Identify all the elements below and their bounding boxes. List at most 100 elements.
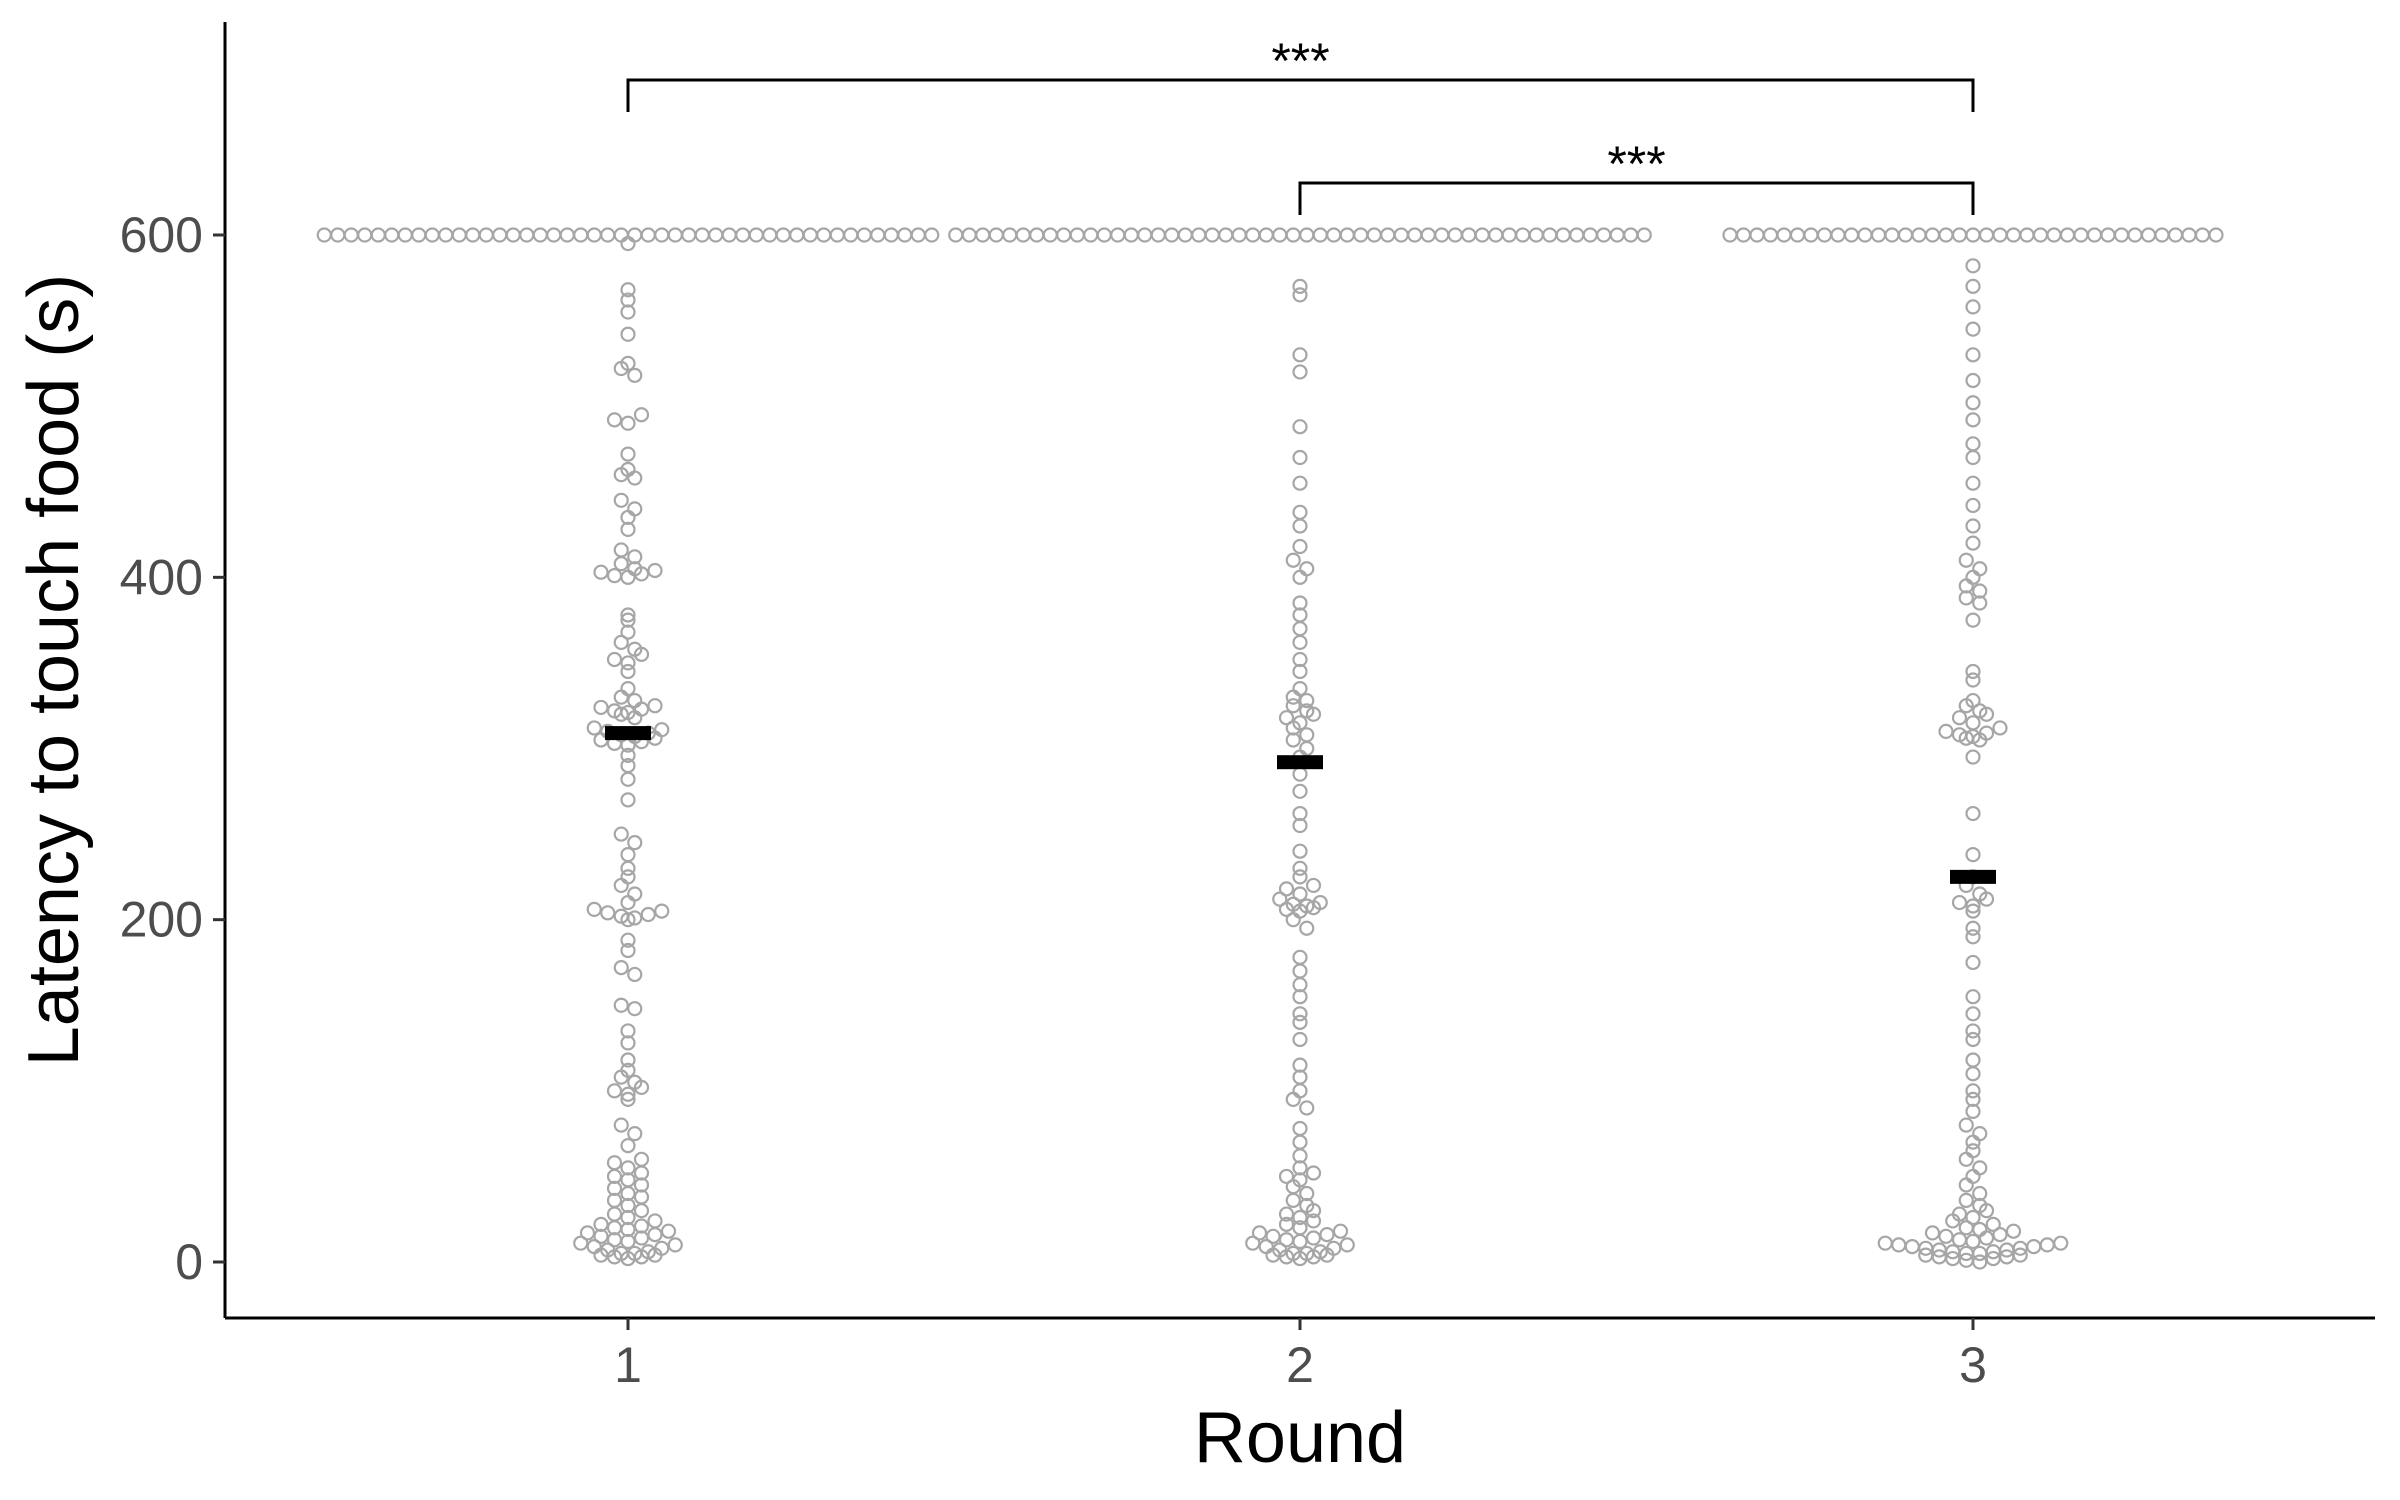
data-point <box>573 1235 589 1251</box>
data-point <box>1285 227 1301 243</box>
data-point <box>1958 1192 1974 1208</box>
data-point <box>1965 497 1981 514</box>
data-point <box>694 227 710 243</box>
data-point <box>660 1223 677 1239</box>
data-point <box>1965 1031 1981 1048</box>
data-point <box>620 860 636 876</box>
data-point <box>1305 1165 1322 1181</box>
data-point <box>627 367 643 383</box>
data-point <box>633 701 650 717</box>
data-point <box>1965 903 1981 919</box>
data-point <box>1096 227 1112 243</box>
data-point <box>1285 552 1301 568</box>
data-point <box>593 1247 609 1263</box>
data-point <box>2012 1247 2028 1263</box>
x-tick-label: 1 <box>614 1337 642 1393</box>
data-point <box>1407 227 1423 243</box>
data-point <box>613 360 629 377</box>
data-point <box>1830 227 1846 243</box>
data-point <box>465 227 481 243</box>
data-point <box>451 227 467 243</box>
data-point <box>1958 698 1974 714</box>
data-point <box>1292 843 1308 859</box>
data-point <box>613 689 629 705</box>
data-point <box>1965 518 1981 534</box>
data-point <box>1951 1232 1968 1248</box>
data-point <box>1978 891 1995 907</box>
data-point <box>1292 1083 1308 1099</box>
data-point <box>948 227 964 243</box>
data-point <box>1870 227 1887 243</box>
data-point <box>1272 227 1288 243</box>
data-point <box>1515 227 1531 243</box>
data-point <box>606 412 623 428</box>
data-point <box>1299 227 1315 243</box>
data-point <box>330 227 346 243</box>
data-point <box>1285 1192 1301 1208</box>
data-point <box>593 699 609 716</box>
data-point <box>2208 227 2224 243</box>
data-point <box>1965 805 1981 822</box>
data-point <box>1965 1066 1981 1082</box>
data-point <box>1965 372 1981 389</box>
data-point <box>681 227 697 243</box>
data-point <box>1292 364 1308 380</box>
data-point <box>1029 227 1045 243</box>
data-point <box>2100 227 2116 243</box>
data-point <box>1978 1230 1995 1246</box>
data-point <box>1965 1083 1981 1099</box>
data-point <box>1319 1227 1335 1243</box>
data-point <box>593 1228 609 1244</box>
data-point <box>924 227 940 243</box>
data-point <box>633 566 650 582</box>
data-point <box>1339 227 1355 243</box>
significance-label: *** <box>1607 136 1665 192</box>
data-point <box>1965 227 1981 243</box>
data-point <box>1299 1100 1315 1116</box>
data-point <box>2046 227 2062 243</box>
data-point <box>1292 449 1308 466</box>
data-point <box>1305 706 1322 722</box>
data-point <box>620 569 636 585</box>
data-point <box>593 564 609 580</box>
data-point <box>1965 1209 1981 1226</box>
data-point <box>1938 723 1954 739</box>
data-point <box>1278 1168 1295 1185</box>
data-point <box>1265 1228 1281 1244</box>
data-point <box>633 1151 650 1167</box>
data-point <box>1015 227 1031 243</box>
data-point <box>316 227 332 243</box>
data-point <box>2140 227 2157 243</box>
data-point <box>647 1227 663 1243</box>
data-point <box>1803 227 1819 243</box>
data-point <box>1582 227 1598 243</box>
data-point <box>1924 1225 1941 1241</box>
data-point <box>1292 1006 1308 1022</box>
data-point <box>2059 227 2076 243</box>
data-point <box>1877 1235 1893 1251</box>
data-point <box>1958 730 1974 746</box>
data-point <box>1292 963 1308 979</box>
data-point <box>1843 227 1860 243</box>
data-point <box>613 877 629 894</box>
data-point <box>654 903 670 919</box>
data-point <box>627 1001 643 1017</box>
data-point <box>1218 227 1234 243</box>
data-point <box>620 771 636 787</box>
data-point <box>748 227 764 243</box>
data-point <box>1069 227 1085 243</box>
data-point <box>910 227 926 243</box>
median-marker <box>1950 869 1996 884</box>
data-point <box>1735 227 1752 243</box>
data-point <box>613 826 629 842</box>
data-point <box>478 227 494 243</box>
data-point <box>1972 1126 1988 1142</box>
data-point <box>606 1155 623 1171</box>
data-point <box>613 1117 629 1133</box>
data-point <box>1265 1247 1281 1263</box>
data-point <box>613 997 629 1013</box>
data-point <box>1958 1117 1974 1133</box>
data-point <box>613 634 629 650</box>
data-point <box>1951 227 1968 243</box>
